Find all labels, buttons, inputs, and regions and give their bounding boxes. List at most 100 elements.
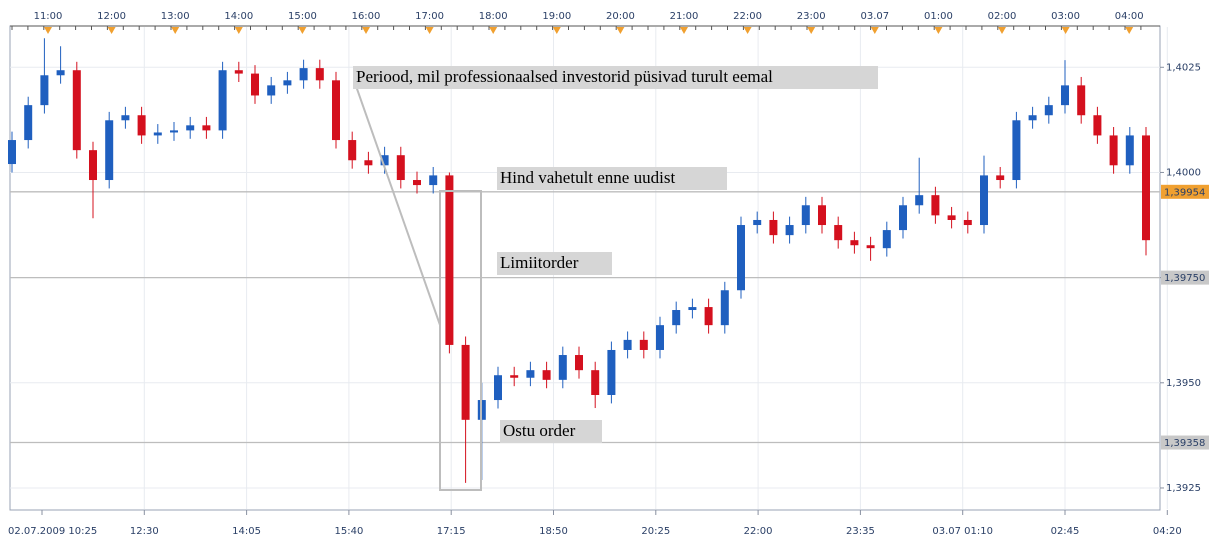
candle-body: [575, 355, 583, 371]
top-tick-label: 14:00: [224, 11, 253, 22]
candle-body: [834, 225, 843, 241]
top-tick-label: 15:00: [288, 11, 317, 22]
top-tick-label: 20:00: [606, 11, 635, 22]
hour-marker: [425, 27, 434, 34]
candle-body: [882, 230, 891, 249]
annotation-bg: [500, 420, 602, 443]
y-tick-label: 1,4000: [1166, 167, 1201, 178]
top-tick-label: 22:00: [733, 11, 762, 22]
top-tick-label: 03:00: [1051, 11, 1080, 22]
candle-body: [818, 205, 826, 226]
candle-body: [737, 225, 745, 291]
annotation-pointer: [355, 85, 441, 326]
top-tick-label: 17:00: [415, 11, 444, 22]
x-tick-label: 20:25: [641, 526, 670, 537]
top-tick-label: 19:00: [542, 11, 571, 22]
candle-body: [429, 175, 438, 186]
top-tick-label: 02:00: [988, 11, 1017, 22]
candle-body: [364, 160, 373, 166]
top-tick-label: 11:00: [34, 11, 63, 22]
candle-body: [89, 150, 97, 181]
level-label: 1,39954: [1164, 187, 1205, 198]
hour-marker: [234, 27, 243, 34]
x-tick-label: 22:00: [744, 526, 773, 537]
candle-body: [899, 205, 907, 231]
annotation: Periood, mil professionaalsed investorid…: [356, 67, 773, 86]
candle-body: [931, 195, 940, 216]
top-tick-label: 18:00: [479, 11, 508, 22]
hour-marker: [934, 27, 943, 34]
candle-body: [1077, 85, 1086, 116]
spike-box: [439, 190, 482, 491]
candle-body: [1028, 115, 1037, 121]
candle-body: [915, 195, 924, 206]
candle-body: [348, 140, 357, 161]
level-label-bg: [1161, 270, 1209, 285]
candle-body: [234, 70, 243, 74]
candle-body: [218, 70, 227, 131]
candle-body: [445, 175, 454, 345]
level-label: 1,39358: [1164, 438, 1205, 449]
x-tick-label: 03.07 01:10: [932, 526, 993, 537]
candle-body: [332, 80, 340, 141]
candle-body: [785, 225, 794, 236]
candle-body: [639, 339, 648, 350]
y-tick-label: 1,4025: [1166, 62, 1201, 73]
x-tick-label: 14:05: [232, 526, 261, 537]
candle-body: [283, 80, 292, 86]
candle-body: [267, 85, 276, 96]
candle-body: [413, 180, 421, 186]
x-tick-label: 04:20: [1153, 526, 1182, 537]
annotation-bg: [497, 167, 727, 190]
annotation: Ostu order: [503, 421, 576, 440]
top-tick-label: 21:00: [670, 11, 699, 22]
candle-body: [688, 307, 697, 311]
y-tick-label: 1,3950: [1166, 378, 1201, 389]
candle-body: [137, 115, 146, 136]
candle-body: [850, 240, 859, 246]
candle-body: [607, 349, 616, 395]
candle-body: [24, 105, 33, 141]
hour-marker: [44, 27, 52, 34]
candle-body: [40, 75, 49, 106]
x-tick-label: 18:50: [539, 526, 568, 537]
candle-body: [121, 115, 130, 121]
top-tick-label: 01:00: [924, 11, 953, 22]
candle-body: [947, 215, 956, 220]
candle-body: [380, 155, 389, 166]
candle-body: [623, 339, 632, 350]
candle-body: [72, 70, 81, 151]
candle-body: [704, 307, 713, 326]
hour-marker: [680, 27, 688, 34]
candle-body: [542, 370, 551, 380]
candle-body: [1109, 135, 1118, 166]
candle-body: [299, 68, 308, 81]
annotation: Limiitorder: [500, 253, 579, 272]
hour-marker: [743, 27, 752, 34]
level-label: 1,39750: [1164, 273, 1205, 284]
top-tick-label: 12:00: [97, 11, 126, 22]
candle-body: [963, 219, 972, 226]
candle-body: [591, 370, 600, 395]
candle-body: [558, 355, 567, 380]
level-label-bg: [1161, 435, 1209, 450]
candle-body: [753, 219, 762, 226]
candle-body: [186, 125, 195, 131]
candle-body: [980, 175, 988, 226]
candle-body: [461, 344, 470, 420]
x-tick-label: 23:35: [846, 526, 875, 537]
x-tick-label: 12:30: [130, 526, 159, 537]
candle-body: [672, 310, 681, 326]
y-tick-label: 1,3925: [1166, 483, 1201, 494]
annotation-bg: [497, 252, 612, 275]
x-tick-label: 15:40: [334, 526, 363, 537]
top-tick-label: 16:00: [352, 11, 381, 22]
candle-body: [769, 219, 778, 236]
hour-marker: [552, 27, 561, 34]
hour-marker: [998, 27, 1006, 34]
hour-marker: [807, 27, 816, 34]
candle-body: [996, 175, 1005, 181]
hour-marker: [171, 27, 180, 34]
candle-body: [105, 120, 114, 181]
candle-body: [866, 245, 875, 249]
